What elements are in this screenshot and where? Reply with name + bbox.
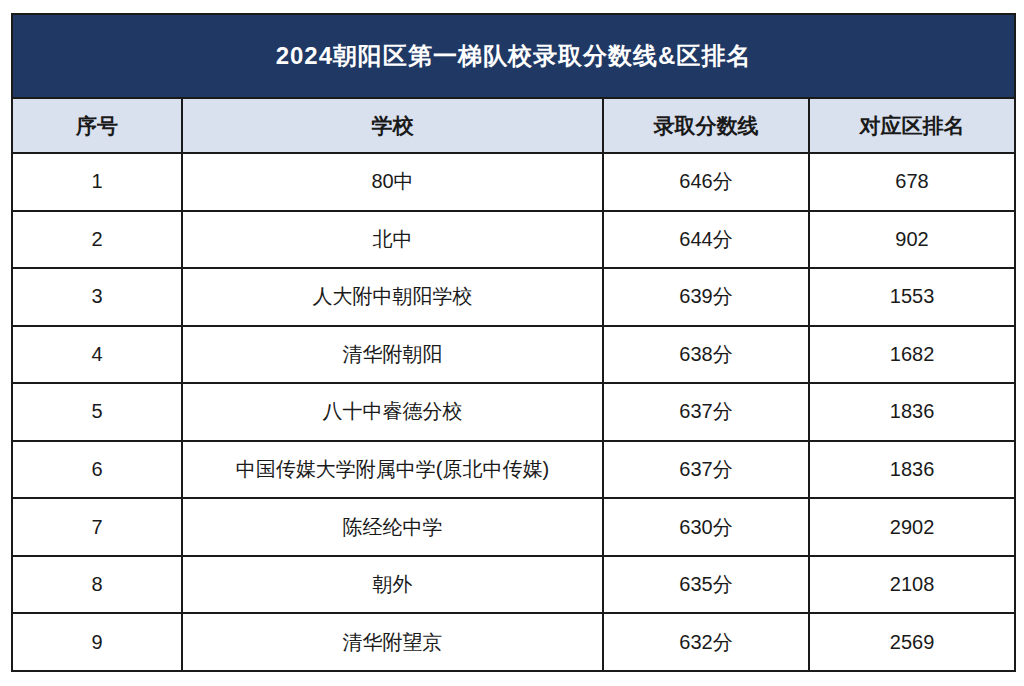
table-row: 9 清华附望京 632分 2569 [12, 613, 1015, 671]
cell-school: 北中 [182, 211, 603, 269]
cell-index: 7 [12, 498, 182, 556]
cell-district-rank: 902 [809, 211, 1015, 269]
cell-school: 清华附望京 [182, 613, 603, 671]
column-header-score-line: 录取分数线 [603, 98, 809, 153]
cell-score-line: 639分 [603, 268, 809, 326]
admission-score-table: 2024朝阳区第一梯队校录取分数线&区排名 序号 学校 录取分数线 对应区排名 … [11, 13, 1016, 672]
cell-index: 1 [12, 153, 182, 211]
table-row: 8 朝外 635分 2108 [12, 556, 1015, 614]
column-header-school: 学校 [182, 98, 603, 153]
cell-index: 3 [12, 268, 182, 326]
header-row: 序号 学校 录取分数线 对应区排名 [12, 98, 1015, 153]
cell-district-rank: 1553 [809, 268, 1015, 326]
table-row: 7 陈经纶中学 630分 2902 [12, 498, 1015, 556]
page: 2024朝阳区第一梯队校录取分数线&区排名 序号 学校 录取分数线 对应区排名 … [0, 0, 1024, 686]
cell-score-line: 632分 [603, 613, 809, 671]
cell-school: 清华附朝阳 [182, 326, 603, 384]
cell-index: 5 [12, 383, 182, 441]
cell-district-rank: 678 [809, 153, 1015, 211]
cell-score-line: 635分 [603, 556, 809, 614]
cell-index: 2 [12, 211, 182, 269]
column-header-index: 序号 [12, 98, 182, 153]
table-row: 2 北中 644分 902 [12, 211, 1015, 269]
table-row: 6 中国传媒大学附属中学(原北中传媒) 637分 1836 [12, 441, 1015, 499]
cell-index: 6 [12, 441, 182, 499]
cell-score-line: 630分 [603, 498, 809, 556]
cell-score-line: 644分 [603, 211, 809, 269]
cell-school: 朝外 [182, 556, 603, 614]
cell-index: 9 [12, 613, 182, 671]
cell-district-rank: 2108 [809, 556, 1015, 614]
table-row: 3 人大附中朝阳学校 639分 1553 [12, 268, 1015, 326]
cell-district-rank: 1836 [809, 441, 1015, 499]
cell-score-line: 638分 [603, 326, 809, 384]
column-header-district-rank: 对应区排名 [809, 98, 1015, 153]
cell-school: 80中 [182, 153, 603, 211]
title-row: 2024朝阳区第一梯队校录取分数线&区排名 [12, 14, 1015, 98]
cell-district-rank: 1836 [809, 383, 1015, 441]
cell-school: 陈经纶中学 [182, 498, 603, 556]
cell-score-line: 637分 [603, 383, 809, 441]
cell-index: 8 [12, 556, 182, 614]
cell-district-rank: 1682 [809, 326, 1015, 384]
cell-district-rank: 2902 [809, 498, 1015, 556]
cell-score-line: 646分 [603, 153, 809, 211]
table-row: 4 清华附朝阳 638分 1682 [12, 326, 1015, 384]
cell-school: 中国传媒大学附属中学(原北中传媒) [182, 441, 603, 499]
table-title: 2024朝阳区第一梯队校录取分数线&区排名 [12, 14, 1015, 98]
cell-school: 人大附中朝阳学校 [182, 268, 603, 326]
cell-school: 八十中睿德分校 [182, 383, 603, 441]
cell-score-line: 637分 [603, 441, 809, 499]
cell-district-rank: 2569 [809, 613, 1015, 671]
table-row: 5 八十中睿德分校 637分 1836 [12, 383, 1015, 441]
cell-index: 4 [12, 326, 182, 384]
table-row: 1 80中 646分 678 [12, 153, 1015, 211]
